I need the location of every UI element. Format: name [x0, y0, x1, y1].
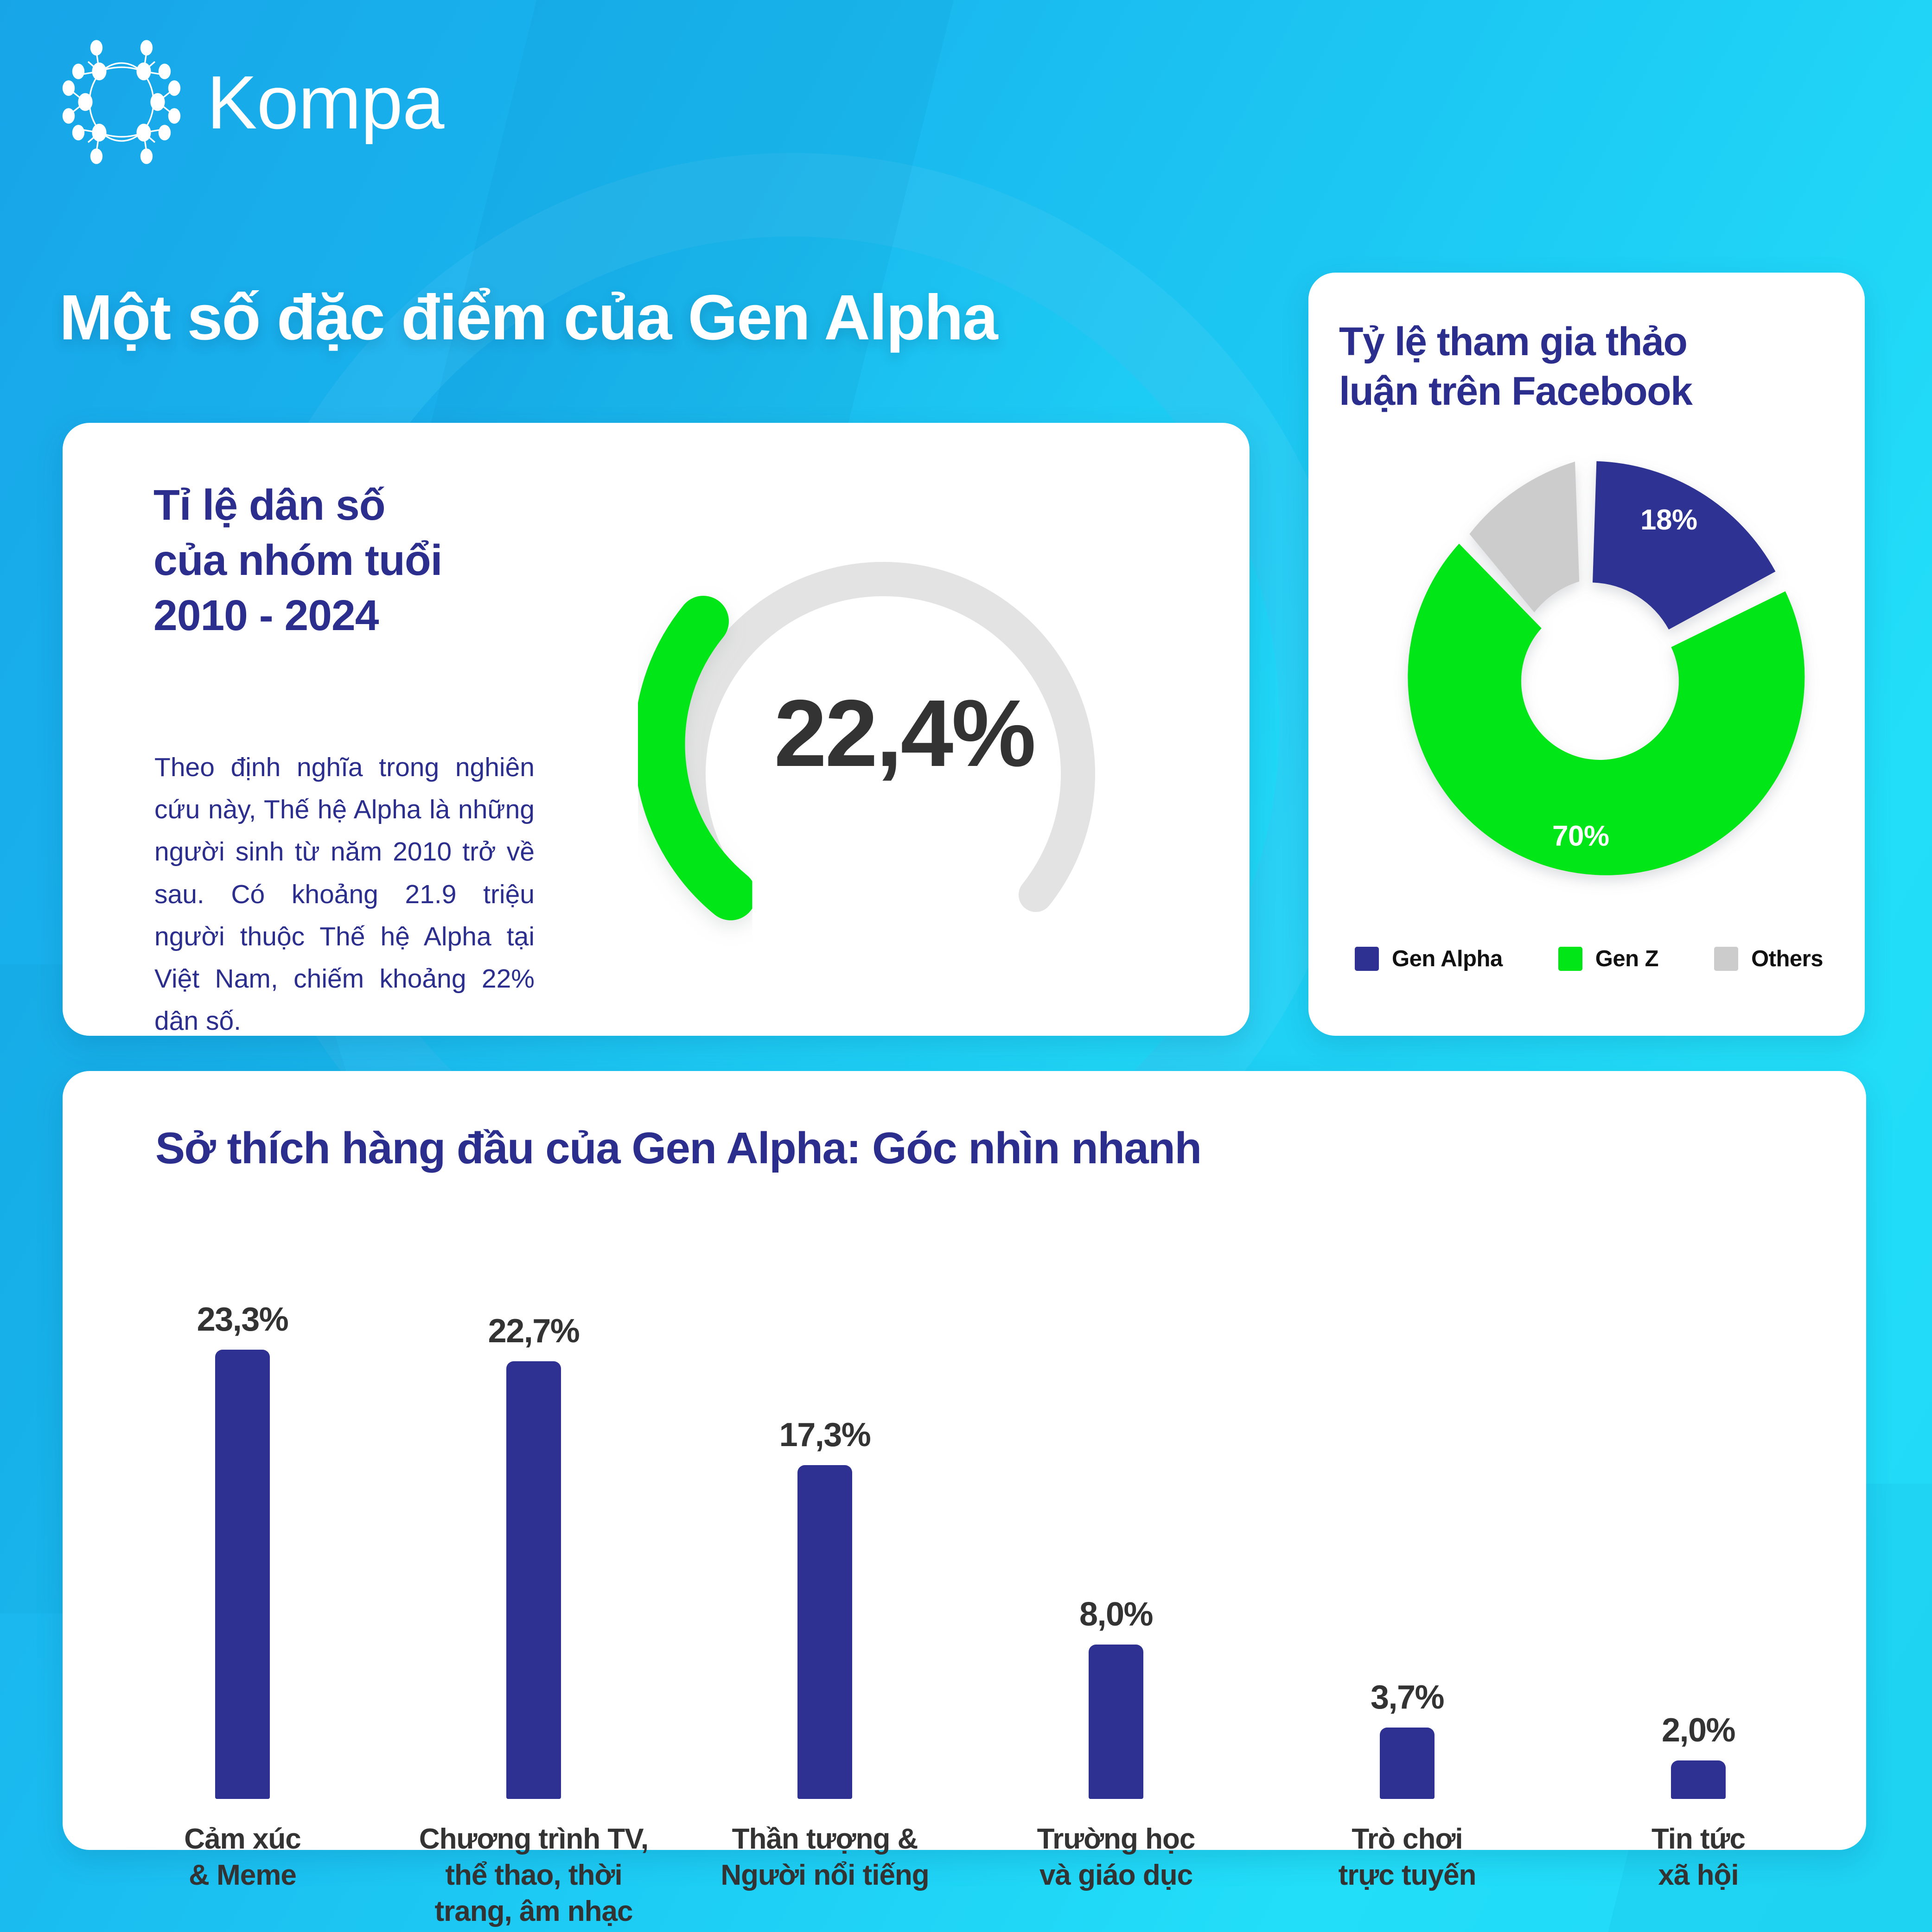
bar-label-line: Thần tượng & [732, 1823, 918, 1855]
gauge-track [671, 562, 1095, 912]
bar-label-line: trang, âm nhạc [434, 1895, 633, 1928]
bar-column[interactable]: 2,0% Tin tức xã hội [1569, 1224, 1828, 1891]
population-title-line-2: của nhóm tuổi [153, 536, 442, 585]
population-title-line-3: 2010 - 2024 [153, 591, 379, 640]
bar-label-line: trực tuyến [1338, 1859, 1477, 1892]
page-title: Một số đặc điểm của Gen Alpha [59, 282, 998, 353]
bar-category-label: Thần tượng & Người nổi tiếng [695, 1821, 955, 1894]
bar-rect[interactable] [1089, 1645, 1143, 1799]
bar-rect[interactable] [506, 1361, 561, 1799]
population-card-title: Tỉ lệ dân số của nhóm tuổi 2010 - 2024 [153, 478, 442, 643]
bar-value-label: 22,7% [488, 1313, 580, 1350]
facebook-card: Tỷ lệ tham gia thảo luận trên Facebook [1308, 273, 1865, 1036]
population-card-body: Theo định nghĩa trong nghiên cứu này, Th… [154, 752, 535, 1036]
legend-item-others[interactable]: Others [1714, 946, 1823, 972]
facebook-donut-chart: 18% 70% [1349, 435, 1824, 910]
bar-rect[interactable] [1671, 1760, 1726, 1799]
legend-item-gen-z[interactable]: Gen Z [1558, 946, 1659, 972]
bar-value-label: 2,0% [1661, 1712, 1736, 1749]
legend-label-others: Others [1751, 946, 1823, 971]
donut-slice-gen-alpha [1593, 461, 1776, 630]
bar-rect[interactable] [215, 1350, 270, 1799]
bar-category-label: Tin tức xã hội [1569, 1821, 1828, 1894]
facebook-title-line-1: Tỷ lệ tham gia thảo [1339, 319, 1688, 364]
bar-label-line: Trò chơi [1352, 1823, 1463, 1855]
bar-rect[interactable] [1380, 1728, 1435, 1799]
bar-label-line: và giáo dục [1039, 1859, 1193, 1892]
bar-value-label: 17,3% [779, 1416, 871, 1454]
bar-label-line: Chương trình TV, [419, 1823, 649, 1855]
legend-swatch-gen-z [1558, 947, 1582, 971]
bar-label-line: thể thao, thời [445, 1859, 622, 1892]
network-circle-icon [62, 40, 181, 164]
population-card: Tỉ lệ dân số của nhóm tuổi 2010 - 2024 T… [63, 423, 1250, 1036]
legend-swatch-gen-alpha [1355, 947, 1379, 971]
legend-item-gen-alpha[interactable]: Gen Alpha [1355, 946, 1503, 972]
facebook-card-title: Tỷ lệ tham gia thảo luận trên Facebook [1339, 317, 1840, 416]
legend-swatch-others [1714, 947, 1739, 971]
population-title-line-1: Tỉ lệ dân số [153, 481, 386, 529]
bar-label-line: xã hội [1658, 1859, 1739, 1892]
bar-label-line: & Meme [189, 1859, 297, 1892]
donut-label-gen-alpha: 18% [1640, 504, 1697, 536]
bar-value-label: 3,7% [1370, 1679, 1445, 1716]
bar-category-label: Cảm xúc & Meme [113, 1821, 372, 1894]
gauge-svg [634, 562, 1095, 920]
interests-card: Sở thích hàng đầu của Gen Alpha: Góc nhì… [63, 1071, 1866, 1927]
bar-value-label: 23,3% [197, 1301, 289, 1338]
donut-label-gen-z: 70% [1552, 820, 1609, 852]
bar-label-line: Người nổi tiếng [721, 1859, 929, 1892]
donut-svg [1408, 461, 1805, 875]
population-gauge-chart: 22,4% [587, 474, 1180, 993]
bar-column[interactable]: 22,7% Chương trình TV, thể thao, thời tr… [404, 1224, 663, 1927]
bar-rect[interactable] [797, 1465, 852, 1799]
facebook-legend: Gen Alpha Gen Z Others [1355, 946, 1823, 972]
interests-card-title: Sở thích hàng đầu của Gen Alpha: Góc nhì… [155, 1123, 1202, 1173]
bar-column[interactable]: 3,7% Trò chơi trực tuyến [1277, 1224, 1537, 1891]
bar-value-label: 8,0% [1079, 1596, 1154, 1633]
bar-label-line: Trường học [1037, 1823, 1196, 1855]
bar-category-label: Trường học và giáo dục [986, 1821, 1246, 1894]
interests-bar-chart: 23,3% Cảm xúc & Meme 22,7% Chương trình … [113, 1224, 1828, 1927]
legend-label-gen-alpha: Gen Alpha [1392, 946, 1503, 971]
bar-column[interactable]: 8,0% Trường học và giáo dục [986, 1224, 1246, 1891]
bar-category-label: Trò chơi trực tuyến [1277, 1821, 1537, 1894]
bar-column[interactable]: 17,3% Thần tượng & Người nổi tiếng [695, 1224, 955, 1891]
bar-category-label: Chương trình TV, thể thao, thời trang, â… [404, 1821, 663, 1930]
bar-label-line: Cảm xúc [184, 1823, 301, 1855]
bar-column[interactable]: 23,3% Cảm xúc & Meme [113, 1224, 372, 1891]
facebook-title-line-2: luận trên Facebook [1339, 369, 1693, 414]
gauge-value-arc [634, 596, 756, 920]
donut-slice-others [1469, 461, 1580, 612]
gauge-value-label: 22,4% [774, 680, 1036, 786]
legend-label-gen-z: Gen Z [1595, 946, 1659, 971]
bar-label-line: Tin tức [1651, 1823, 1746, 1855]
donut-slice-gen-z [1408, 543, 1805, 875]
brand-logo: Kompa [52, 32, 444, 172]
brand-name: Kompa [207, 59, 444, 145]
